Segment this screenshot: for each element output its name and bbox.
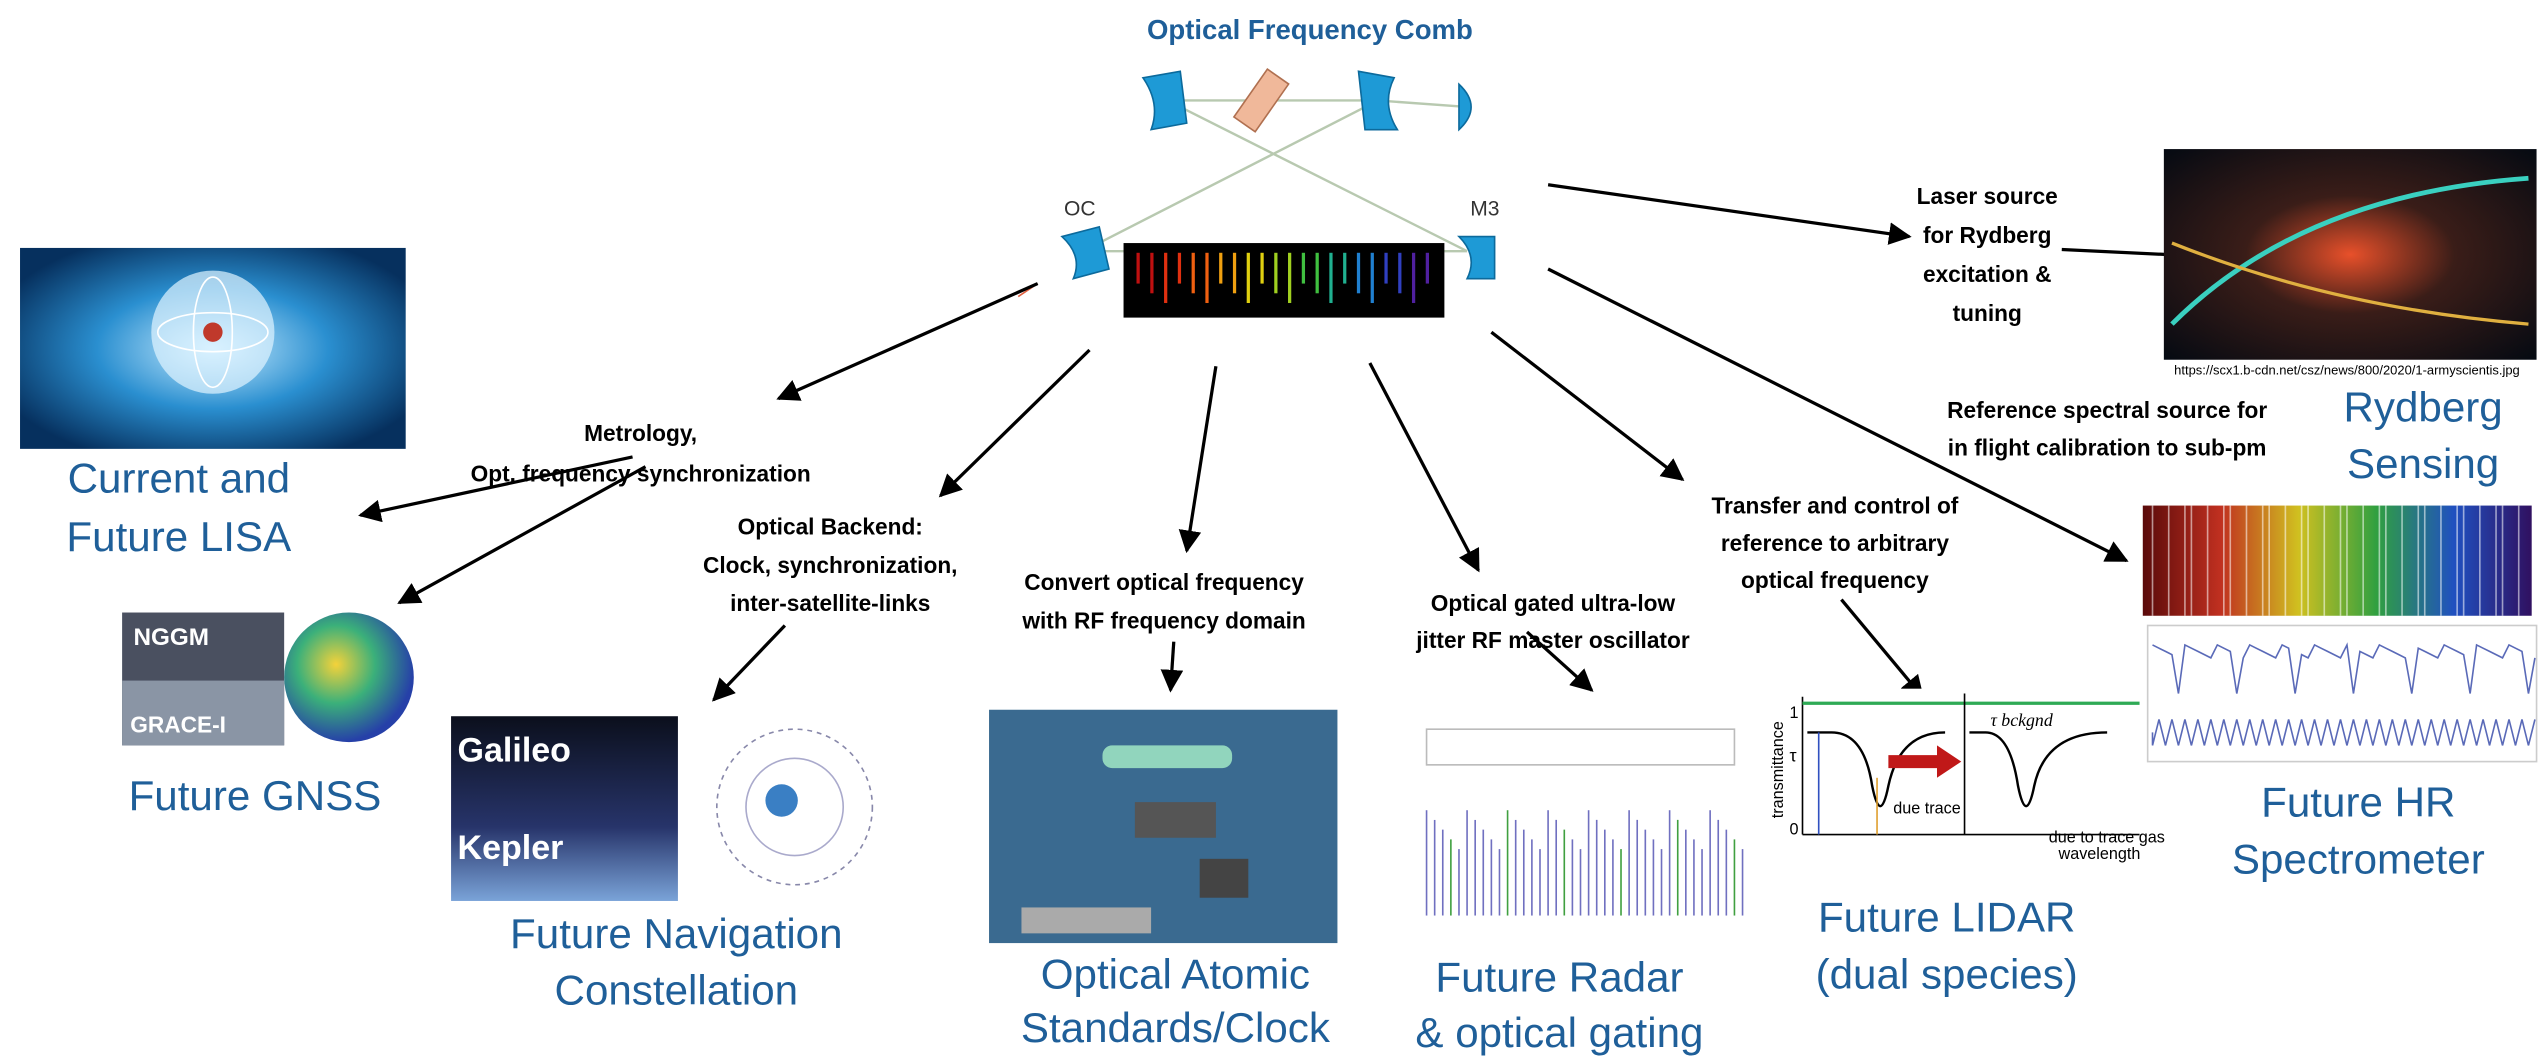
image-source: https://scx1.b-cdn.net/csz/news/800/2020… [2174, 362, 2520, 377]
clock-image [989, 710, 1337, 943]
link-label: with RF frequency domain [1021, 608, 1305, 634]
image-text: τ bckgnd [1990, 710, 2052, 730]
image-text: 1 [1790, 704, 1799, 722]
comb-label: OC [1064, 198, 1096, 221]
application-label: Future LISA [66, 513, 292, 560]
link-label: Laser source [1917, 183, 2058, 209]
spectrometer-image [2143, 506, 2537, 762]
application-label: Sensing [2347, 440, 2499, 487]
application-label: Future HR [2261, 779, 2455, 826]
image-text: Kepler [458, 829, 564, 867]
link-label: jitter RF master oscillator [1415, 627, 1690, 653]
lisa-image [20, 248, 406, 449]
image-text: wavelength [2058, 845, 2141, 863]
application-label: & optical gating [1415, 1009, 1703, 1056]
link-label: reference to arbitrary [1721, 530, 1949, 556]
image-text: τ [1790, 746, 1797, 766]
image-text: transmittance [1769, 721, 1787, 818]
radar-image [1397, 713, 1770, 948]
image-text: due trace [1893, 799, 1960, 817]
rydberg-image [2164, 149, 2537, 360]
application-label: Future Navigation [510, 910, 843, 957]
diagram: Optical Frequency Comb OC M3 [0, 0, 2542, 1063]
application-label: Constellation [555, 967, 799, 1014]
application-label: Future LIDAR [1818, 894, 2076, 941]
link-label: for Rydberg [1923, 222, 2051, 248]
link-label: Metrology, [584, 420, 697, 446]
link-label: optical frequency [1741, 567, 1929, 593]
application-label: (dual species) [1816, 950, 2078, 997]
link-label: inter-satellite-links [730, 590, 930, 616]
link-label: tuning [1953, 300, 2022, 326]
image-text: 0 [1790, 821, 1799, 839]
application-label: Rydberg [2344, 383, 2503, 430]
comb-label: M3 [1470, 198, 1499, 221]
title: Optical Frequency Comb [1147, 14, 1473, 45]
link-label: Optical Backend: [738, 514, 923, 540]
image-text: GRACE-I [130, 711, 226, 737]
comb-schematic [1018, 69, 1494, 317]
application-label: Future GNSS [129, 772, 382, 819]
link-label: Opt. frequency synchronization [471, 460, 811, 486]
link-label: Clock, synchronization, [703, 552, 957, 578]
link-label: excitation & [1923, 261, 2052, 287]
application-label: Standards/Clock [1021, 1004, 1331, 1051]
application-label: Optical Atomic [1041, 950, 1310, 997]
link-label: Transfer and control of [1711, 493, 1958, 519]
link-label: Reference spectral source for [1947, 397, 2267, 423]
application-label: Future Radar [1435, 954, 1683, 1001]
link-label: in flight calibration to sub-pm [1948, 434, 2267, 460]
image-text: Galileo [458, 732, 571, 770]
application-label: Spectrometer [2232, 835, 2485, 882]
application-label: Current and [68, 455, 290, 502]
link-label: Convert optical frequency [1024, 569, 1304, 595]
image-text: NGGM [133, 624, 209, 651]
link-label: Optical gated ultra-low [1431, 590, 1676, 616]
